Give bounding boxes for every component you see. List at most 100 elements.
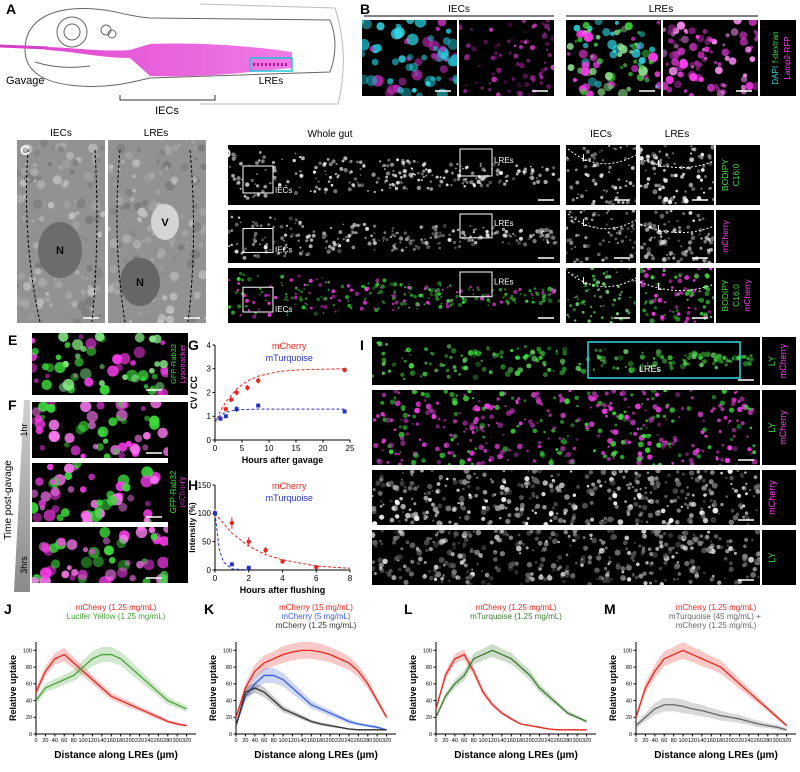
signal [516, 347, 520, 350]
signal [402, 564, 407, 569]
signal [134, 333, 145, 343]
signal [374, 44, 382, 52]
signal [450, 347, 457, 354]
signal [334, 172, 338, 176]
signal [539, 235, 542, 238]
signal [655, 470, 661, 474]
signal [303, 283, 307, 287]
signal [519, 495, 524, 500]
signal [667, 30, 672, 35]
signal [522, 73, 529, 79]
point [263, 547, 268, 553]
signal [343, 167, 348, 173]
signal [409, 353, 412, 357]
signal [410, 520, 415, 525]
signal [609, 320, 613, 323]
signal [577, 298, 580, 301]
signal [461, 479, 468, 486]
signal [707, 547, 712, 552]
x-tick-label: 300 [373, 738, 382, 744]
signal [358, 160, 363, 164]
signal [261, 238, 264, 242]
signal [150, 258, 155, 262]
signal [610, 530, 615, 533]
signal [529, 422, 536, 428]
signal [650, 530, 656, 534]
signal [493, 51, 499, 56]
signal [429, 292, 434, 297]
signal [285, 295, 289, 299]
signal [69, 574, 76, 581]
signal [574, 39, 578, 43]
signal [344, 235, 348, 239]
x-tick-label: 140 [697, 738, 706, 744]
signal [497, 181, 501, 184]
signal [550, 35, 554, 41]
signal [609, 401, 613, 406]
signal [299, 173, 304, 178]
roi-box [587, 341, 741, 379]
signal [389, 499, 393, 503]
signal [671, 367, 674, 370]
signal [560, 440, 563, 443]
signal [243, 293, 247, 298]
signal [572, 493, 577, 497]
signal [718, 536, 722, 541]
signal [729, 407, 735, 413]
signal [395, 555, 400, 560]
signal [686, 486, 689, 489]
signal [600, 364, 604, 367]
signal [748, 488, 752, 492]
signal [652, 166, 657, 171]
signal [234, 290, 239, 295]
signal [742, 553, 748, 560]
signal [668, 251, 674, 256]
signal [258, 150, 262, 154]
signal [671, 152, 675, 155]
signal [389, 399, 396, 405]
signal [103, 545, 114, 556]
signal [35, 426, 44, 435]
signal [709, 470, 715, 475]
signal [668, 518, 674, 524]
signal [675, 481, 682, 487]
signal [379, 286, 382, 289]
signal [631, 36, 636, 41]
panel-letter: B [360, 1, 370, 17]
signal [499, 300, 504, 304]
signal [473, 241, 478, 245]
signal [331, 246, 336, 251]
signal [28, 275, 37, 284]
signal [639, 367, 643, 372]
signal [636, 492, 642, 498]
signal [480, 509, 487, 516]
signal [386, 78, 394, 85]
signal [303, 287, 306, 291]
signal [511, 77, 516, 81]
error-band [636, 642, 787, 728]
signal [591, 482, 596, 487]
signal [618, 470, 623, 474]
signal [475, 530, 482, 536]
signal [524, 82, 530, 88]
signal [728, 57, 737, 65]
signal [453, 178, 457, 182]
signal [294, 286, 298, 289]
signal [33, 242, 40, 249]
signal [707, 310, 711, 314]
signal [351, 245, 356, 250]
signal [621, 570, 625, 574]
signal [385, 342, 389, 346]
signal [607, 210, 610, 212]
signal [600, 470, 607, 475]
signal [626, 226, 630, 231]
signal [547, 52, 552, 57]
signal [531, 24, 536, 29]
signal [411, 497, 414, 500]
signal [540, 75, 544, 79]
signal [661, 273, 666, 277]
signal [584, 425, 590, 430]
micrograph [566, 210, 636, 263]
signal [439, 65, 448, 74]
signal [551, 235, 556, 240]
